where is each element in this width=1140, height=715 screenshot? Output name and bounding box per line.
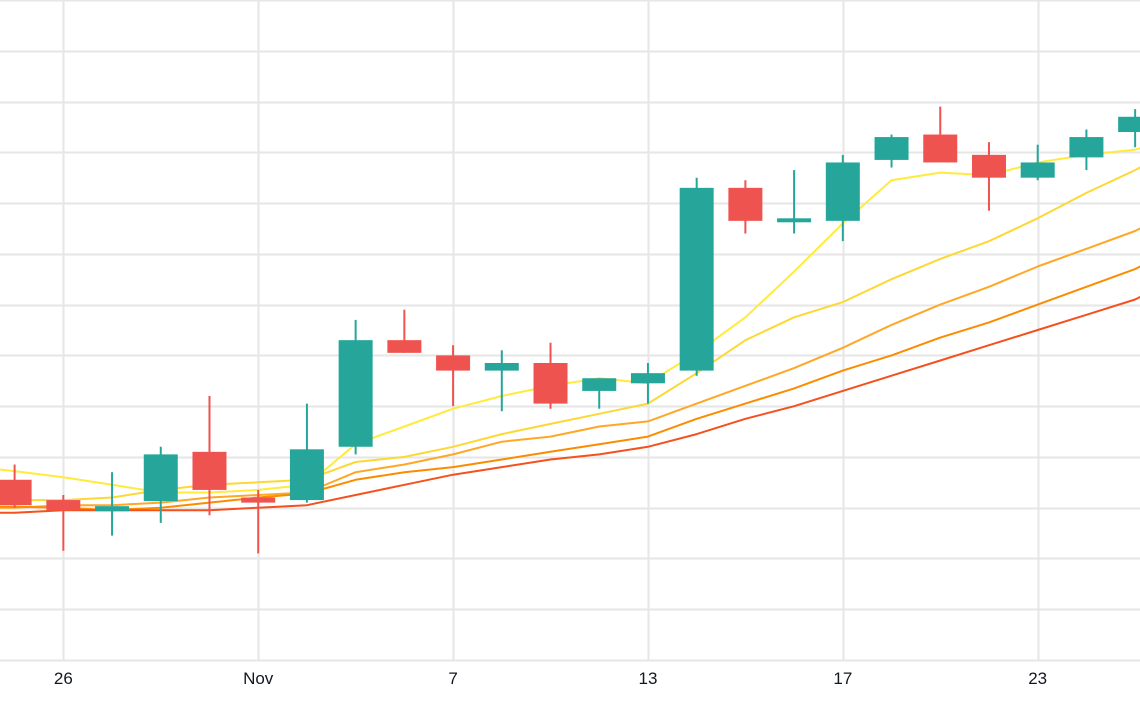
candle-body — [387, 340, 422, 353]
candle — [95, 472, 130, 536]
candle — [241, 489, 276, 554]
candle-body — [192, 451, 227, 490]
candle-body — [874, 137, 909, 160]
candle-body — [1118, 116, 1140, 132]
ma-line-mid — [0, 227, 1140, 509]
candle — [679, 177, 714, 376]
candle-body — [728, 187, 763, 221]
ma-line-fast — [0, 166, 1140, 502]
candle — [874, 134, 909, 168]
candle-body — [777, 218, 812, 223]
ma-line-slow — [0, 265, 1140, 512]
candle-body — [46, 500, 81, 511]
candle — [143, 446, 178, 523]
candle — [630, 363, 665, 404]
ma-line-slowest — [0, 296, 1140, 514]
candle — [192, 396, 227, 516]
x-tick-label: 17 — [833, 669, 852, 688]
candle — [1118, 109, 1140, 148]
candle-body — [95, 506, 130, 512]
x-tick-label: Nov — [243, 669, 274, 688]
candle-body — [679, 187, 714, 371]
candle — [338, 319, 373, 455]
candle-body — [923, 134, 958, 163]
candle — [582, 378, 617, 409]
candle-body — [582, 378, 617, 391]
candle — [436, 345, 471, 407]
candle-body — [241, 497, 276, 503]
candles — [0, 106, 1140, 554]
candle-body — [1069, 137, 1104, 158]
candle — [728, 180, 763, 234]
candle-body — [1020, 162, 1055, 178]
ma-line-fastest — [0, 147, 1140, 494]
candle-body — [436, 355, 471, 371]
candle — [387, 309, 422, 353]
x-tick-label: 26 — [54, 669, 73, 688]
candle — [1069, 129, 1104, 171]
candle-body — [971, 154, 1006, 178]
candle-body — [825, 162, 860, 221]
candle-body — [289, 449, 324, 501]
candle — [46, 495, 81, 551]
candle-body — [484, 363, 519, 371]
x-axis-ticks: 26 Nov 7 13 17 23 — [54, 669, 1047, 688]
candle-body — [338, 340, 373, 447]
candle — [533, 342, 568, 409]
x-tick-label: 23 — [1028, 669, 1047, 688]
x-tick-label: 13 — [638, 669, 657, 688]
candle-body — [533, 363, 568, 404]
candle — [484, 350, 519, 412]
candle — [923, 106, 958, 163]
candle — [777, 170, 812, 234]
candle-body — [0, 479, 32, 506]
candle — [0, 464, 32, 508]
candle — [1020, 144, 1055, 181]
candle — [971, 142, 1006, 211]
candle-body — [630, 373, 665, 384]
x-tick-label: 7 — [448, 669, 457, 688]
grid — [0, 0, 1140, 662]
candle — [289, 403, 324, 503]
candle-body — [143, 454, 178, 502]
candle — [825, 154, 860, 242]
